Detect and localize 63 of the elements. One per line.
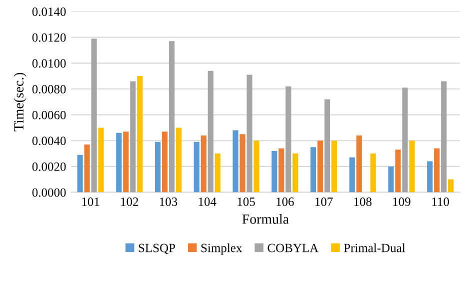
bar xyxy=(317,140,324,192)
x-tick-label: 107 xyxy=(315,198,333,206)
bar xyxy=(98,128,104,192)
bar xyxy=(154,142,161,192)
bar xyxy=(162,132,168,192)
y-tick-label: 0.0120 xyxy=(32,33,66,42)
bar xyxy=(272,150,278,192)
x-tick-label: 109 xyxy=(393,198,410,206)
x-tick-label: 102 xyxy=(121,198,138,206)
bar xyxy=(434,148,440,192)
bar xyxy=(77,154,83,192)
bar xyxy=(123,132,129,192)
bar xyxy=(208,70,214,192)
bar xyxy=(427,161,433,192)
bar xyxy=(254,140,260,192)
bar xyxy=(194,142,200,192)
bar xyxy=(324,99,330,192)
x-tick-label: 110 xyxy=(432,198,450,206)
bar xyxy=(310,147,316,192)
y-tick-label: 0.0020 xyxy=(32,162,66,171)
x-axis-title: Formula xyxy=(242,214,289,224)
y-tick-label: 0.0000 xyxy=(32,188,66,197)
bar xyxy=(409,140,415,192)
y-tick-label: 0.0060 xyxy=(32,110,66,120)
bar xyxy=(370,154,376,192)
bar xyxy=(402,88,408,192)
bar xyxy=(331,140,338,192)
bar xyxy=(286,86,292,192)
bar xyxy=(214,154,220,192)
y-tick-label: 0.0140 xyxy=(32,8,66,16)
bar xyxy=(116,132,122,192)
x-tick-label: 104 xyxy=(198,198,216,206)
bar xyxy=(130,81,136,192)
y-tick-label: 0.0100 xyxy=(32,59,66,68)
legend-label: COBYLA xyxy=(268,244,318,252)
bar xyxy=(448,179,454,192)
bar xyxy=(240,134,246,192)
bar xyxy=(278,148,284,192)
bar xyxy=(232,130,238,192)
bar xyxy=(176,128,182,192)
bar xyxy=(356,135,362,192)
bar xyxy=(441,81,447,192)
bar xyxy=(388,166,394,192)
y-tick-label: 0.0080 xyxy=(32,84,66,94)
y-axis-title: Time(sec.) xyxy=(14,72,26,132)
x-tick-label: 105 xyxy=(238,198,255,206)
x-tick-label: 106 xyxy=(276,198,294,206)
legend-label: Primal-Dual xyxy=(344,243,406,252)
bar xyxy=(246,74,252,192)
bar xyxy=(168,41,175,192)
legend-label: Simplex xyxy=(201,243,242,255)
bar xyxy=(349,157,355,192)
bar xyxy=(200,135,206,192)
bar xyxy=(84,144,90,192)
legend-label: SLSQP xyxy=(138,244,176,254)
y-tick-label: 0.0040 xyxy=(32,136,66,146)
x-tick-label: 108 xyxy=(354,198,372,206)
bar xyxy=(91,38,97,192)
bar xyxy=(292,154,298,192)
x-tick-label: 103 xyxy=(160,198,178,206)
x-tick-label: 101 xyxy=(82,198,100,206)
bar xyxy=(395,150,401,192)
bar xyxy=(137,76,143,192)
